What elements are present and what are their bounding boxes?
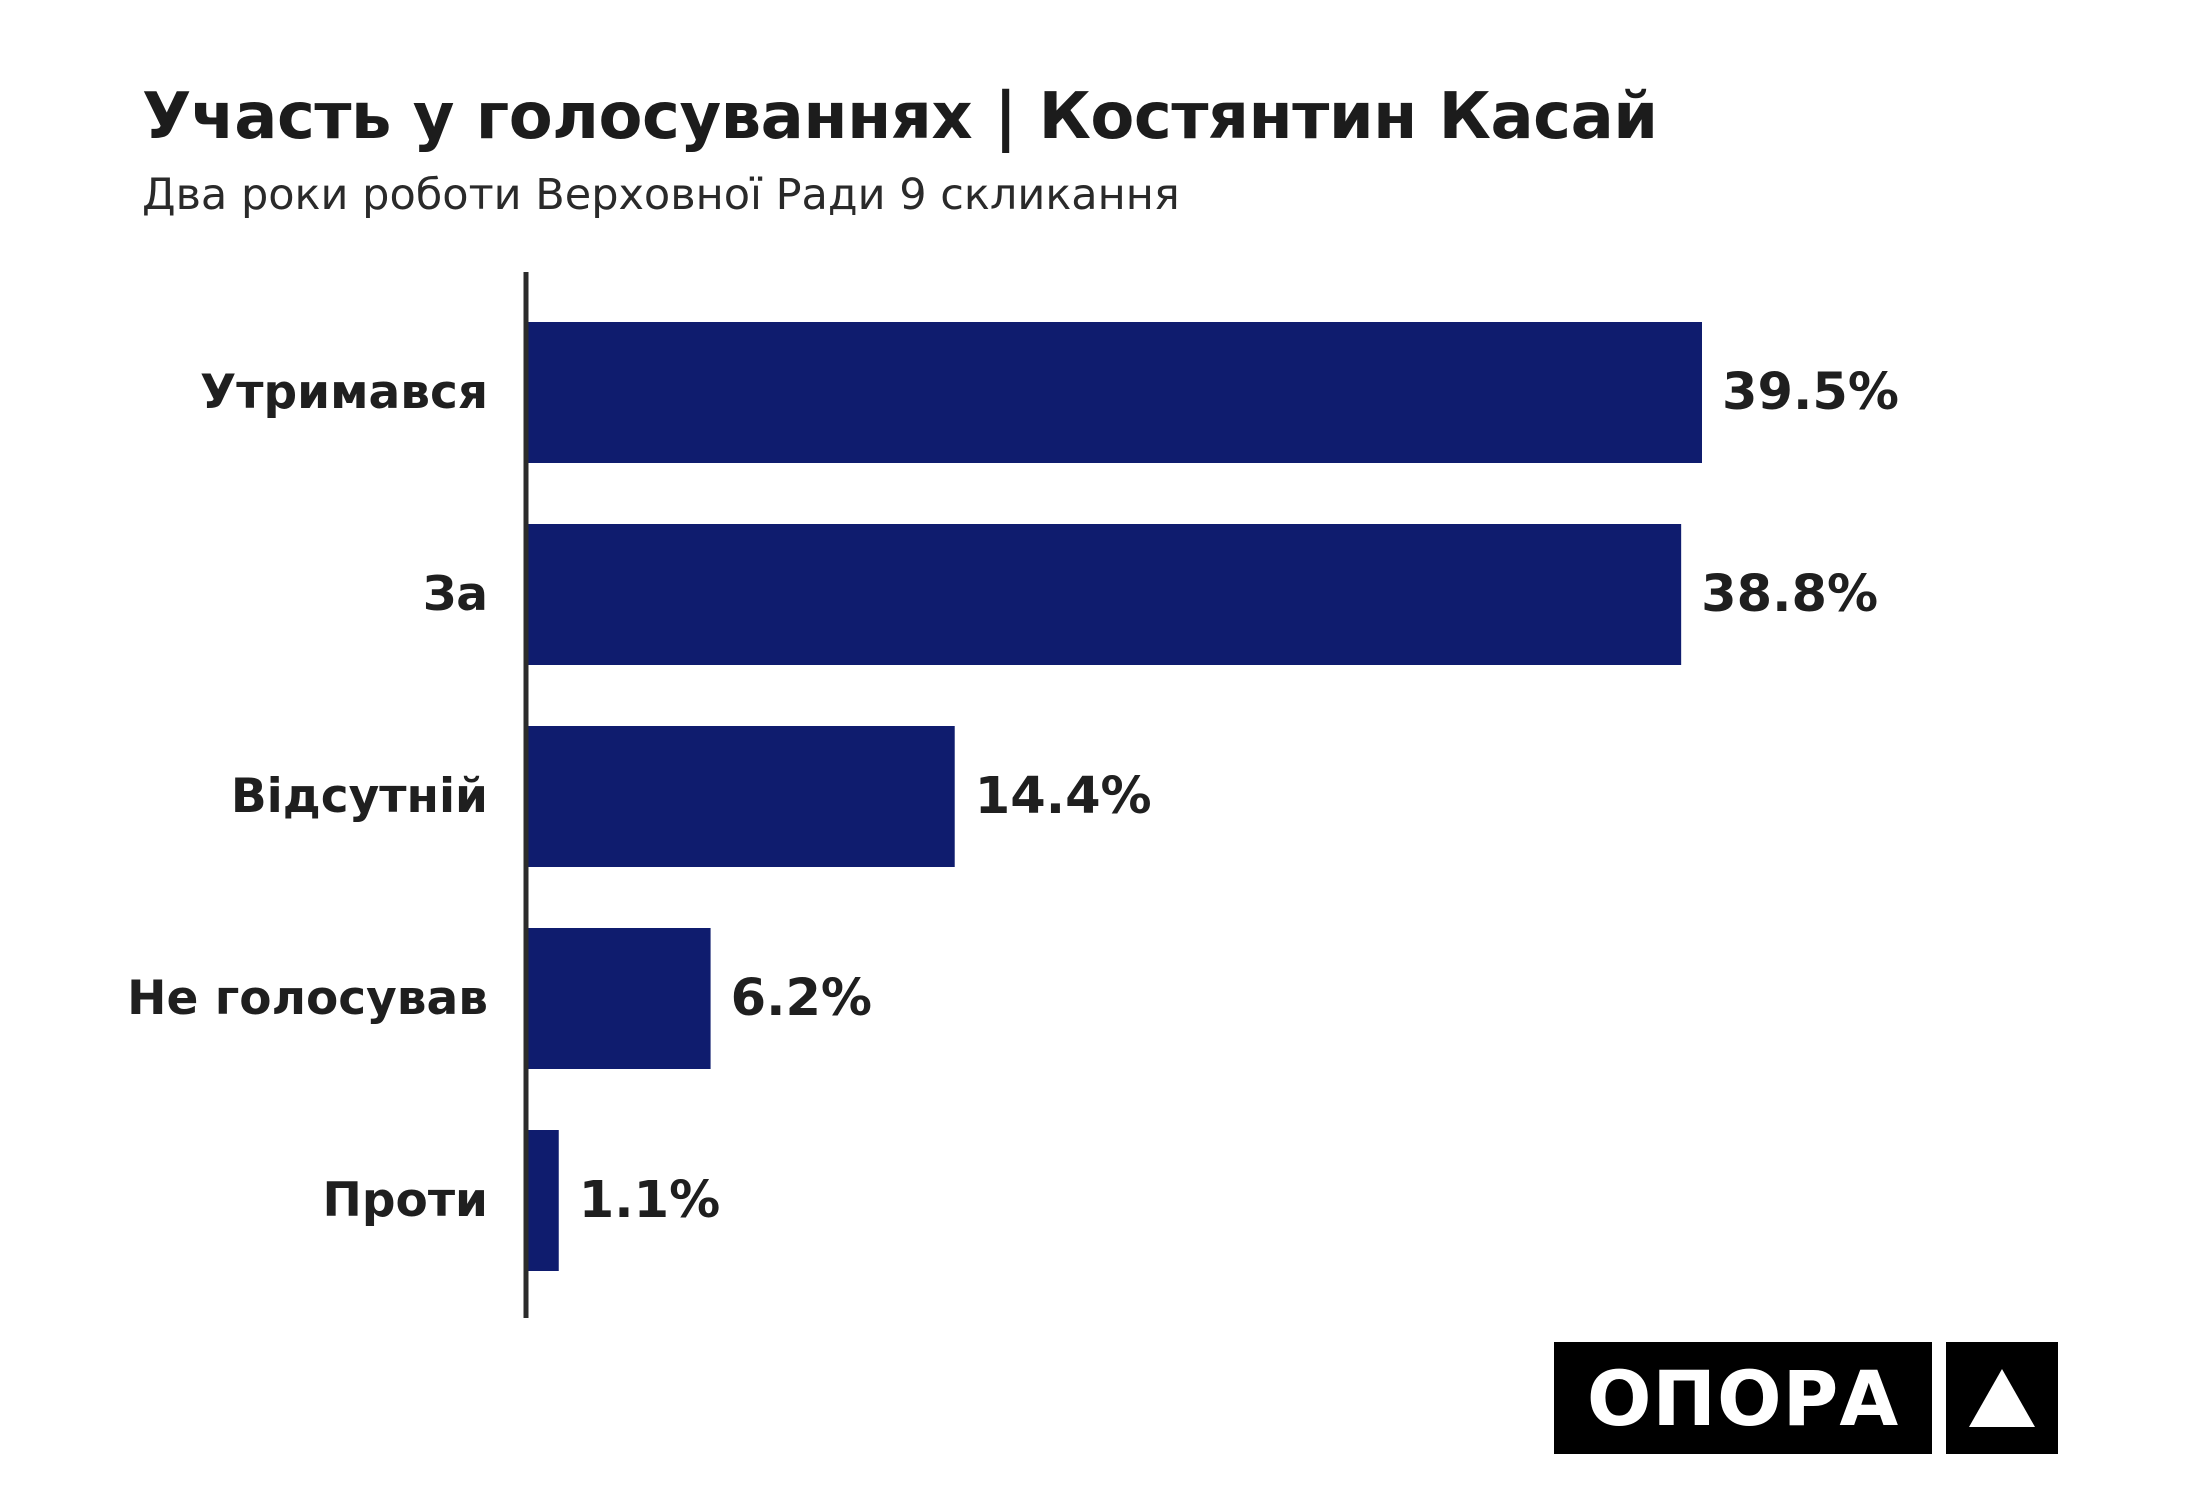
bar	[526, 928, 711, 1069]
value-label: 1.1%	[579, 1171, 720, 1230]
category-label: Утримався	[200, 365, 488, 420]
opora-logo: ОПОРА	[1554, 1342, 2058, 1454]
logo-text: ОПОРА	[1554, 1342, 1932, 1454]
bar	[526, 322, 1702, 463]
bar	[526, 1130, 559, 1271]
value-label: 14.4%	[975, 767, 1152, 826]
category-label: Не голосував	[127, 971, 488, 1026]
bar	[526, 726, 955, 867]
category-label: Проти	[323, 1173, 488, 1228]
category-label: За	[423, 567, 488, 622]
value-label: 39.5%	[1722, 363, 1899, 422]
triangle-icon	[1946, 1342, 2058, 1454]
value-label: 6.2%	[731, 969, 872, 1028]
value-label: 38.8%	[1701, 565, 1878, 624]
chart-title: Участь у голосуваннях | Костянтин Касай	[142, 80, 1658, 154]
chart-subtitle: Два роки роботи Верховної Ради 9 скликан…	[142, 170, 1180, 220]
category-label: Відсутній	[231, 769, 488, 824]
bar	[526, 524, 1682, 665]
